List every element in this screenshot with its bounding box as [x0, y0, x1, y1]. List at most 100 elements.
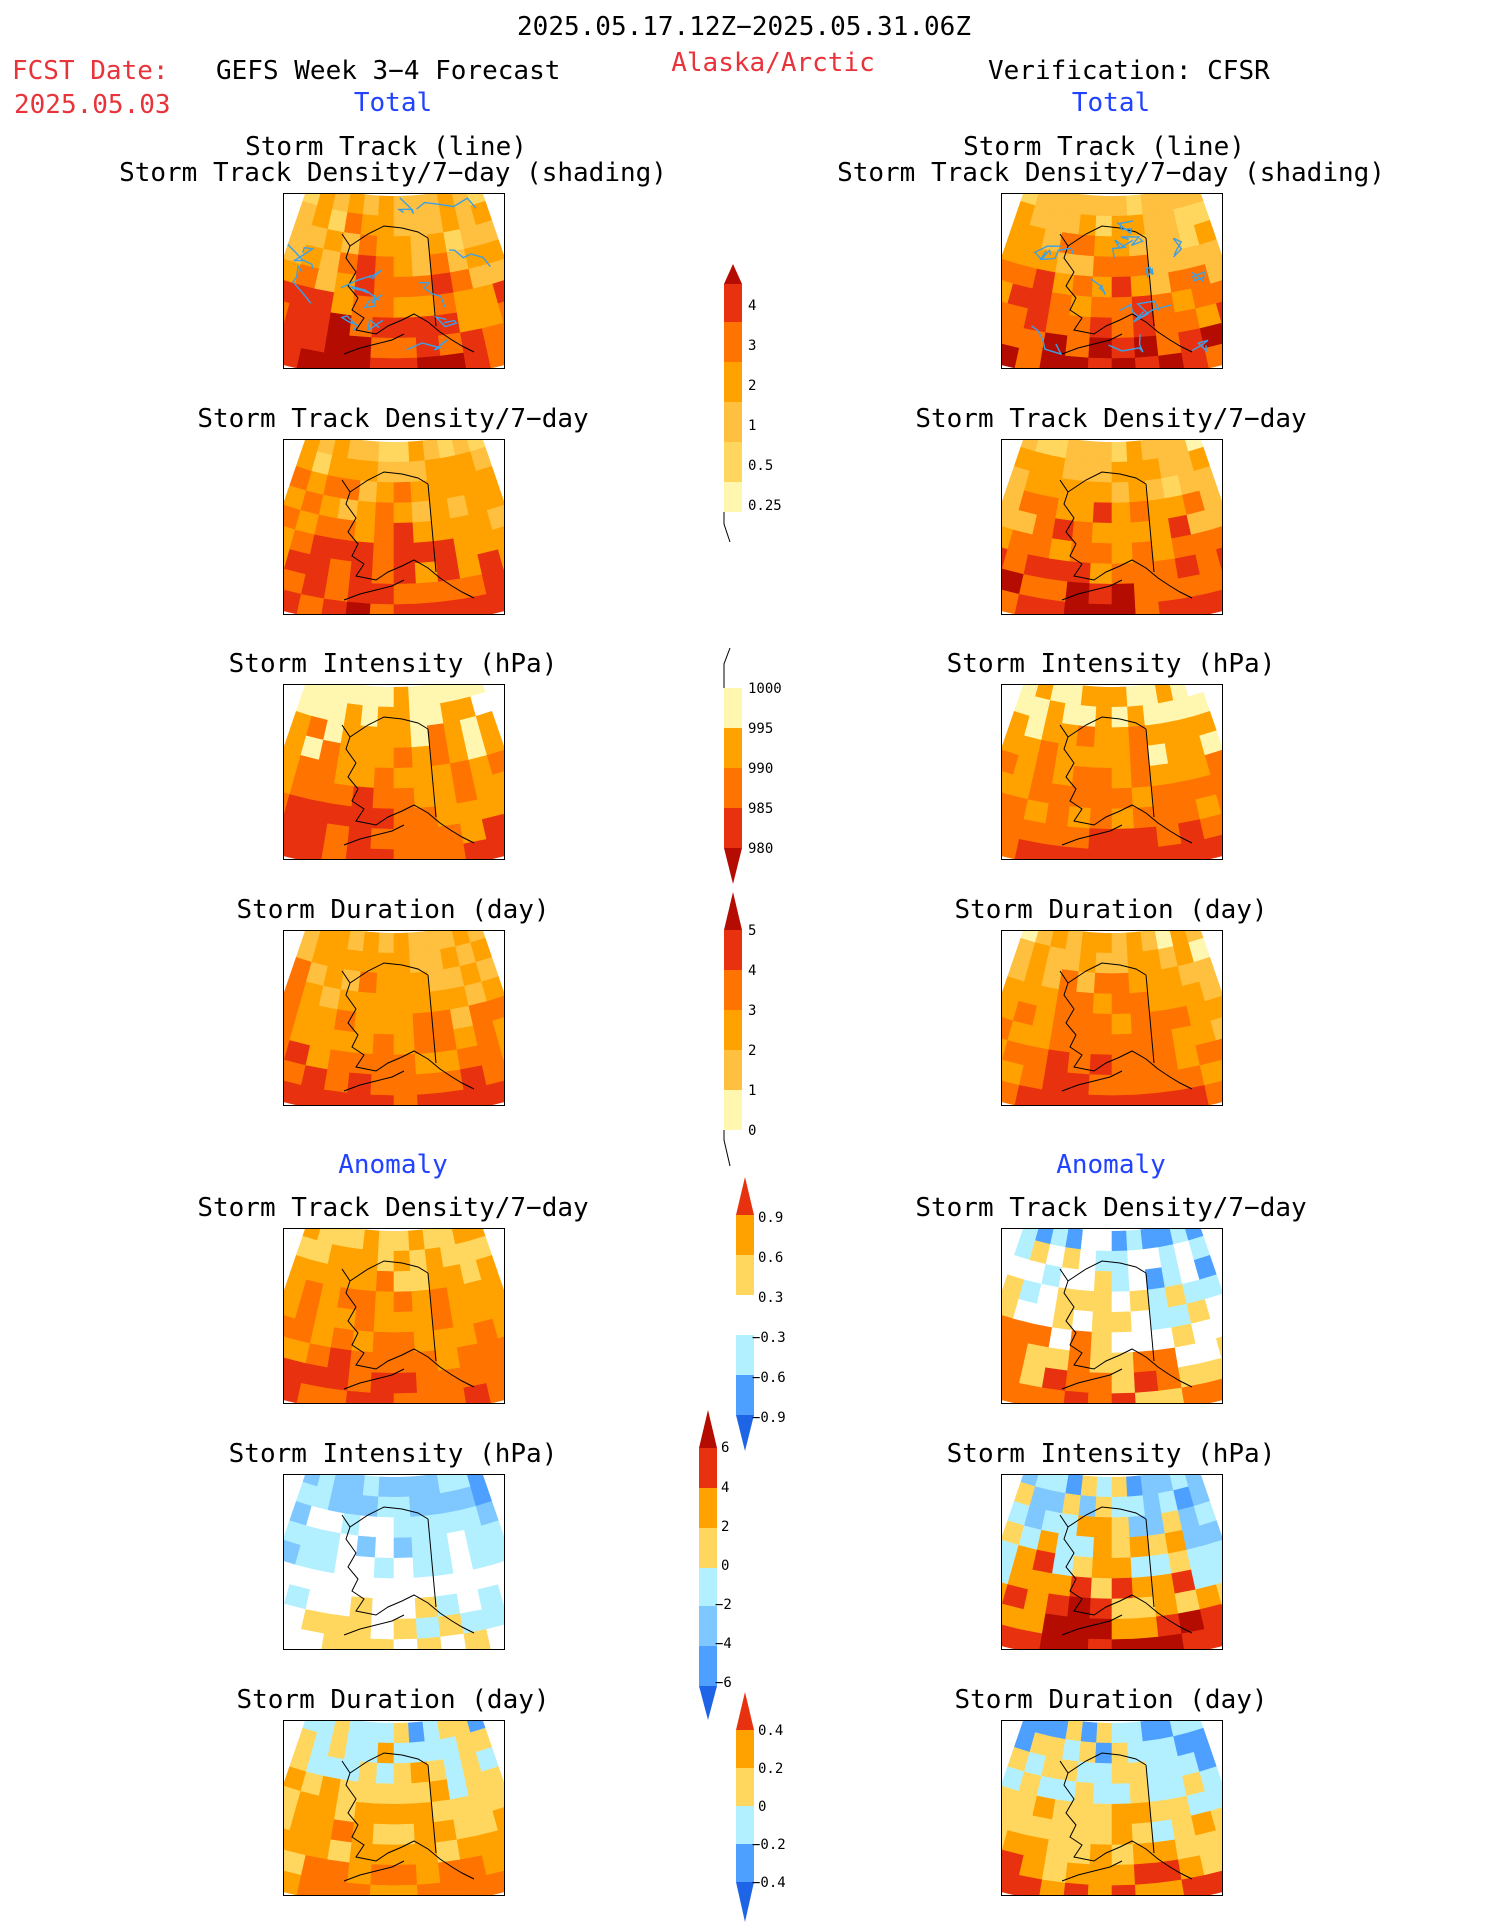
map-cell — [362, 931, 380, 954]
map-cell — [411, 1781, 433, 1805]
peninsula-coast — [343, 1070, 405, 1092]
map-cell — [345, 355, 372, 368]
cbar-density-lbl-1: 0.5 — [748, 458, 774, 474]
map-canvas — [1002, 1229, 1222, 1403]
map-cell — [393, 828, 418, 851]
map-cell — [393, 747, 414, 769]
cbar-anom-density-lbl-3: −0.3 — [752, 1330, 786, 1346]
map-cell — [369, 1884, 395, 1895]
map-cell — [1128, 1515, 1148, 1538]
map-cell — [1111, 1762, 1131, 1785]
map-cell — [284, 343, 302, 368]
map-cell — [481, 568, 504, 595]
map-cell — [440, 352, 467, 368]
map-cell — [1092, 1291, 1113, 1313]
map-cell — [1089, 317, 1113, 339]
storm-track-line — [340, 269, 382, 289]
cbar-anom-intensity-lbl-3: 0 — [721, 1558, 730, 1574]
map-cell — [1111, 1742, 1129, 1765]
map-cell — [1130, 1309, 1153, 1333]
map-cell — [1063, 355, 1090, 368]
map-cell — [393, 1270, 413, 1293]
map-right-density — [1001, 439, 1223, 615]
map-cell — [433, 1573, 458, 1598]
map-cell — [1096, 195, 1113, 217]
map-cell — [486, 589, 504, 614]
map-cell — [323, 332, 350, 357]
left-intensity-title: Storm Intensity (hPa) — [228, 649, 558, 679]
map-cell — [1199, 239, 1222, 265]
coastline — [341, 970, 475, 1090]
coastline — [341, 479, 475, 599]
cbar-anom-duration-lbl-3: −0.2 — [752, 1837, 786, 1853]
map-cell — [1111, 1094, 1137, 1105]
map-cell — [416, 1636, 443, 1649]
map-cell — [1014, 1629, 1043, 1649]
map-cell — [412, 1309, 435, 1333]
canada-border — [427, 483, 437, 573]
map-cell — [1204, 1870, 1222, 1895]
map-cell — [1158, 843, 1185, 859]
right-duration-title: Storm Duration (day) — [954, 895, 1268, 925]
map-cell — [1071, 1309, 1094, 1333]
map-cell — [321, 843, 348, 859]
map-cell — [497, 301, 504, 324]
peninsula-coast — [343, 824, 405, 846]
coastline — [1059, 479, 1193, 599]
map-cell — [1129, 1535, 1151, 1559]
map-cell — [1087, 1392, 1113, 1403]
map-cell — [1073, 1535, 1095, 1559]
fcst-date: 2025.05.03 — [14, 90, 171, 120]
map-cell — [330, 538, 355, 563]
map-cell — [411, 745, 433, 769]
map-cell — [378, 1722, 395, 1744]
map-cell — [1181, 594, 1210, 614]
map-cell — [347, 1862, 373, 1886]
cbar-anom-intensity-lbl-4: −2 — [715, 1597, 732, 1613]
colorbar-intensity-anomaly — [699, 1410, 717, 1720]
peninsula-coast — [1061, 579, 1123, 601]
map-cell — [1210, 280, 1222, 304]
map-cell — [1087, 1884, 1113, 1895]
map-cell — [1048, 1029, 1073, 1054]
map-right-anom-duration — [1001, 1720, 1223, 1896]
map-cell — [1045, 803, 1071, 828]
map-cell — [372, 1577, 395, 1600]
colorbar-intensity-total — [723, 648, 742, 884]
map-cell — [1111, 461, 1129, 484]
map-cell — [481, 1274, 504, 1300]
map-cell — [481, 1766, 504, 1792]
map-cell — [1204, 995, 1222, 1022]
map-cell — [1045, 1347, 1071, 1372]
map-cell — [347, 1229, 366, 1250]
map-cell — [1111, 686, 1128, 708]
map-cell — [1111, 1270, 1131, 1293]
map-cell — [393, 317, 417, 339]
map-cell — [1204, 1624, 1222, 1649]
map-cell — [409, 214, 428, 237]
map-cell — [440, 1879, 467, 1895]
map-cell — [330, 1029, 355, 1054]
map-cell — [1089, 808, 1113, 830]
map-cell — [1133, 1616, 1159, 1640]
map-cell — [393, 686, 410, 708]
map-cell — [1014, 1875, 1043, 1895]
storm-track-line — [416, 197, 477, 210]
map-cell — [1126, 1721, 1144, 1744]
cbar-intensity-lbl-1: 995 — [748, 721, 774, 737]
map-cell — [375, 972, 395, 995]
map-cell — [1199, 813, 1222, 840]
map-cell — [372, 542, 395, 565]
left-duration-title: Storm Duration (day) — [236, 895, 550, 925]
map-cell — [343, 949, 364, 973]
map-cell — [347, 194, 366, 215]
cbar-intensity-lbl-2: 990 — [748, 761, 774, 777]
map-cell — [1199, 1766, 1222, 1792]
map-cell — [1111, 1618, 1136, 1641]
map-cell — [1065, 1072, 1091, 1096]
peninsula-coast — [343, 1860, 405, 1882]
map-cell — [481, 322, 504, 349]
map-cell — [1111, 1291, 1132, 1313]
map-cell — [1147, 1287, 1169, 1311]
map-cell — [410, 1761, 430, 1784]
